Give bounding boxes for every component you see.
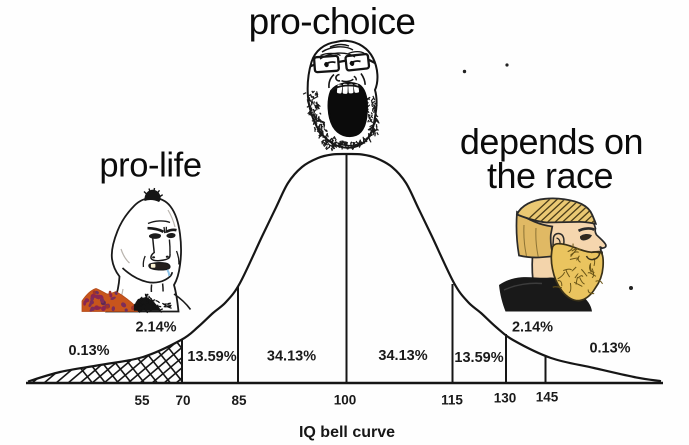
svg-text:100: 100 xyxy=(334,393,357,408)
svg-text:34.13%: 34.13% xyxy=(267,349,316,365)
svg-text:pro-life: pro-life xyxy=(99,147,201,185)
svg-text:13.59%: 13.59% xyxy=(187,349,236,365)
svg-text:2.14%: 2.14% xyxy=(135,320,176,336)
svg-text:145: 145 xyxy=(536,390,559,405)
svg-text:115: 115 xyxy=(441,393,463,408)
svg-text:70: 70 xyxy=(175,393,190,408)
svg-text:2.14%: 2.14% xyxy=(512,320,553,336)
svg-text:0.13%: 0.13% xyxy=(68,343,109,359)
svg-text:85: 85 xyxy=(231,393,247,408)
svg-text:the race: the race xyxy=(487,155,613,196)
svg-text:pro-choice: pro-choice xyxy=(249,1,416,42)
svg-text:130: 130 xyxy=(494,391,517,406)
svg-text:13.59%: 13.59% xyxy=(454,350,503,366)
svg-text:55: 55 xyxy=(134,393,150,408)
svg-text:IQ bell curve: IQ bell curve xyxy=(299,424,395,441)
svg-text:34.13%: 34.13% xyxy=(378,348,427,364)
svg-text:0.13%: 0.13% xyxy=(589,341,630,357)
svg-text:depends on: depends on xyxy=(460,121,643,162)
